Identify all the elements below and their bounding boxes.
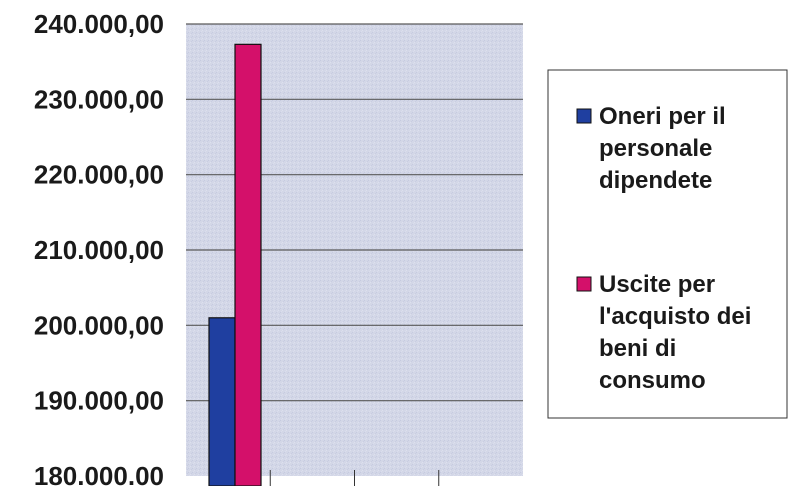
y-tick-label: 220.000,00 <box>34 160 164 190</box>
legend-label: Oneri per il <box>599 103 726 130</box>
y-tick-label: 230.000,00 <box>34 84 164 114</box>
y-tick-label: 200.000,00 <box>34 310 164 340</box>
y-tick-label: 180.000.00 <box>34 461 164 486</box>
legend: Oneri per il personale dipendete Uscite per… <box>576 103 751 394</box>
y-tick-label: 190.000,00 <box>34 386 164 416</box>
legend-swatch-2 <box>576 276 592 292</box>
x-axis-ticks <box>269 470 440 486</box>
y-axis-labels: 240.000,00 230.000,00 220.000,00 210.000,00… <box>34 9 164 486</box>
legend-label: l'acquisto dei <box>599 303 751 330</box>
legend-label: beni di <box>599 335 676 362</box>
bars <box>208 43 262 486</box>
legend-label: personale <box>599 135 712 162</box>
bar-series-2 <box>234 43 262 486</box>
legend-box <box>547 69 788 419</box>
y-tick-label: 210.000,00 <box>34 235 164 265</box>
y-tick-label: 240.000,00 <box>34 9 164 39</box>
legend-label: dipendete <box>599 167 712 194</box>
bar-series-1 <box>208 317 236 486</box>
legend-swatch-1 <box>576 108 592 124</box>
legend-label: consumo <box>599 367 706 394</box>
legend-label: Uscite per <box>599 271 715 298</box>
